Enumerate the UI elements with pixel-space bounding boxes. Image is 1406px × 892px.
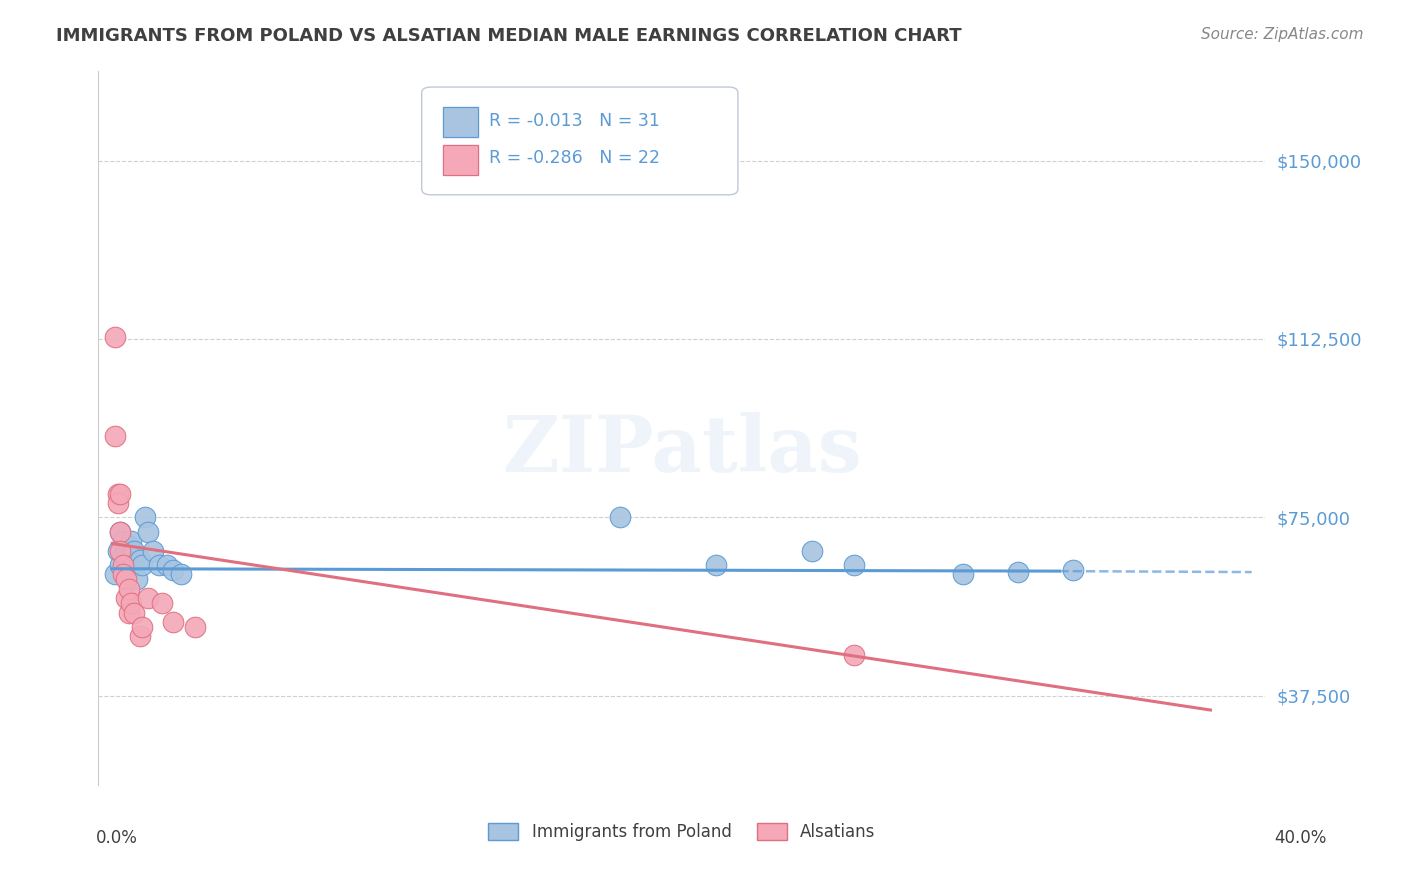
Point [104,429,127,443]
Point [142,543,165,558]
Point [115,572,138,586]
Point [110,524,132,539]
Text: IMMIGRANTS FROM POLAND VS ALSATIAN MEDIAN MALE EARNINGS CORRELATION CHART: IMMIGRANTS FROM POLAND VS ALSATIAN MEDIA… [56,27,962,45]
Point [120,549,142,563]
Point [107,543,129,558]
Point [120,534,142,549]
Point [112,558,135,572]
Point [131,620,153,634]
Text: ZIPatlas: ZIPatlas [502,411,862,488]
Point [136,591,159,606]
Point [122,606,145,620]
Point [1062,563,1084,577]
Point [104,567,127,582]
Point [609,510,631,524]
Point [112,567,135,582]
Point [156,558,179,572]
Point [110,543,132,558]
Point [112,534,135,549]
Point [842,648,865,663]
Point [110,524,132,539]
Point [122,543,145,558]
Point [125,572,148,586]
Text: 0.0%: 0.0% [96,829,138,847]
Point [170,567,193,582]
Point [112,549,135,563]
Text: 40.0%: 40.0% [1274,829,1327,847]
Text: Source: ZipAtlas.com: Source: ZipAtlas.com [1201,27,1364,42]
Point [115,591,138,606]
Point [122,558,145,572]
Point [128,629,150,643]
Point [117,606,139,620]
Point [107,496,129,510]
Text: R = -0.013   N = 31: R = -0.013 N = 31 [489,112,661,129]
Point [952,567,974,582]
Point [162,563,184,577]
Point [183,620,205,634]
Point [104,329,127,343]
FancyBboxPatch shape [422,87,738,194]
Point [128,553,150,567]
Point [131,558,153,572]
Point [110,558,132,572]
Point [115,543,138,558]
Point [150,596,173,610]
Point [134,510,156,524]
Text: R = -0.286   N = 22: R = -0.286 N = 22 [489,150,661,168]
Point [115,553,138,567]
Point [162,615,184,629]
Point [117,558,139,572]
Point [801,543,824,558]
Point [110,486,132,500]
Point [136,524,159,539]
Point [704,558,727,572]
Point [842,558,865,572]
Bar [443,107,478,137]
Point [120,596,142,610]
Point [117,539,139,553]
Legend: Immigrants from Poland, Alsatians: Immigrants from Poland, Alsatians [482,816,882,848]
Point [107,486,129,500]
Point [117,582,139,596]
Bar [443,145,478,175]
Point [148,558,170,572]
Point [1007,565,1029,579]
